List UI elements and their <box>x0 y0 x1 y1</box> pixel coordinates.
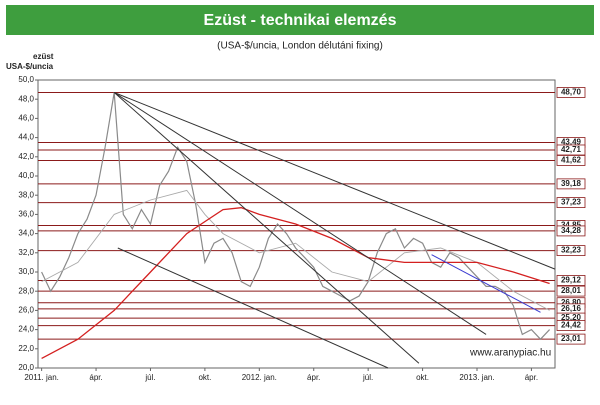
level-label-box <box>556 275 586 286</box>
level-label: 24,42 <box>561 321 582 330</box>
level-label: 37,23 <box>561 198 582 207</box>
level-label-box <box>556 197 586 208</box>
y-tick-label: 30,0 <box>18 267 34 276</box>
trend-line <box>117 247 389 369</box>
y-label: USA-$/uncia <box>6 62 54 71</box>
level-label: 23,01 <box>561 334 582 343</box>
series-line <box>41 207 550 359</box>
y-tick-label: 38,0 <box>18 190 34 199</box>
level-label: 39,18 <box>561 179 582 188</box>
level-label: 34,28 <box>561 226 582 235</box>
trend-line <box>431 254 541 313</box>
y-tick-label: 48,0 <box>18 94 34 103</box>
y-tick-label: 50,0 <box>18 75 34 84</box>
level-label: 32,23 <box>561 246 582 255</box>
series-line <box>41 92 551 341</box>
annotation: www.aranypiac.hu <box>469 348 551 359</box>
level-label: 34,85 <box>561 221 582 230</box>
x-tick-label: ápr. <box>89 373 102 382</box>
level-label-box <box>556 285 586 297</box>
x-tick-label: okt. <box>416 373 429 382</box>
level-label-box <box>556 225 586 237</box>
y-tick-label: 22,0 <box>18 344 34 353</box>
x-tick-label: 2011. jan. <box>24 373 59 382</box>
chart-title: Ezüst - technikai elemzés <box>204 12 397 29</box>
level-label: 41,62 <box>561 156 582 165</box>
x-tick-label: 2012. jan. <box>242 373 277 382</box>
y-tick-label: 42,0 <box>18 152 34 161</box>
series-line <box>41 189 550 311</box>
trend-line <box>114 92 556 270</box>
level-label-box <box>556 87 586 98</box>
y-tick-label: 36,0 <box>18 210 34 219</box>
x-tick-label: júl. <box>144 373 155 382</box>
y-tick-label: 34,0 <box>18 229 34 238</box>
y-tick-label: 28,0 <box>18 286 34 295</box>
y-tick-label: 40,0 <box>18 171 34 180</box>
y-tick-label: 24,0 <box>18 325 34 334</box>
y-tick-label: 26,0 <box>18 306 34 315</box>
level-label: 26,80 <box>561 298 582 307</box>
y-label: ezüst <box>33 52 54 61</box>
level-label-box <box>556 155 586 166</box>
level-label-box <box>556 144 586 156</box>
level-label-box <box>556 178 586 190</box>
x-tick-label: ápr. <box>307 373 320 382</box>
y-tick-label: 44,0 <box>18 133 34 142</box>
level-label: 25,20 <box>561 313 582 322</box>
level-label: 43,49 <box>561 138 582 147</box>
level-label: 28,01 <box>561 286 582 295</box>
level-label: 26,16 <box>561 304 582 313</box>
x-tick-label: 2013. jan. <box>459 373 494 382</box>
x-tick-label: okt. <box>198 373 211 382</box>
x-tick-label: júl. <box>362 373 373 382</box>
level-label: 29,12 <box>561 276 582 285</box>
level-label-box <box>556 245 586 256</box>
y-tick-label: 46,0 <box>18 114 34 123</box>
x-tick-label: ápr. <box>525 373 538 382</box>
y-tick-label: 20,0 <box>18 363 34 372</box>
trend-line <box>113 92 487 335</box>
chart-subtitle: (USA-$/uncia, London délutáni fixing) <box>217 41 383 52</box>
y-tick-label: 32,0 <box>18 248 34 257</box>
level-label-box <box>556 320 586 331</box>
trend-line <box>113 92 420 364</box>
level-label-box <box>556 333 586 345</box>
plot-frame <box>37 79 556 369</box>
level-label: 48,70 <box>561 88 582 97</box>
level-label: 42,71 <box>561 145 582 154</box>
title-bar <box>6 5 594 35</box>
